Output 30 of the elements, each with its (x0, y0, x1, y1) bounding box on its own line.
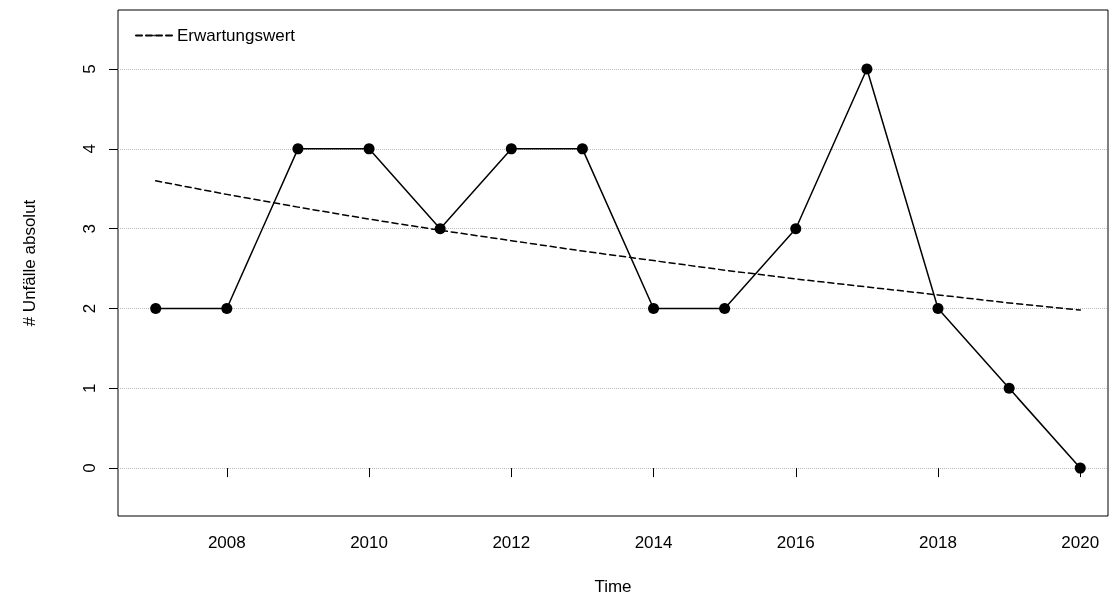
x-tick-label: 2008 (207, 533, 246, 552)
point (648, 302, 660, 314)
x-tick-label: 2018 (919, 533, 957, 552)
y-tick-label: 3 (80, 223, 99, 234)
point (292, 143, 304, 155)
point (434, 223, 446, 235)
x-tick-label: 2012 (492, 533, 531, 552)
point (505, 143, 517, 155)
point (221, 302, 233, 314)
point (719, 302, 731, 314)
y-tick-label: 4 (80, 144, 99, 154)
x-tick-label: 2014 (634, 533, 673, 552)
point (363, 143, 375, 155)
x-axis-title: Time (594, 577, 632, 596)
point (790, 223, 802, 235)
point (861, 63, 873, 75)
point (932, 302, 944, 314)
x-tick-label: 2020 (1061, 533, 1100, 552)
x-tick-label: 2016 (776, 533, 815, 552)
legend-label: Erwartungswert (177, 26, 296, 45)
point (150, 302, 162, 314)
y-tick-label: 5 (80, 64, 99, 74)
y-tick-label: 0 (80, 463, 99, 473)
point (576, 143, 588, 155)
y-tick-label: 2 (80, 303, 99, 314)
y-axis-title: # Unfälle absolut (20, 199, 39, 327)
y-tick-label: 1 (80, 383, 99, 394)
x-tick-label: 2010 (350, 533, 388, 552)
point (1074, 462, 1086, 474)
point (1003, 382, 1015, 394)
